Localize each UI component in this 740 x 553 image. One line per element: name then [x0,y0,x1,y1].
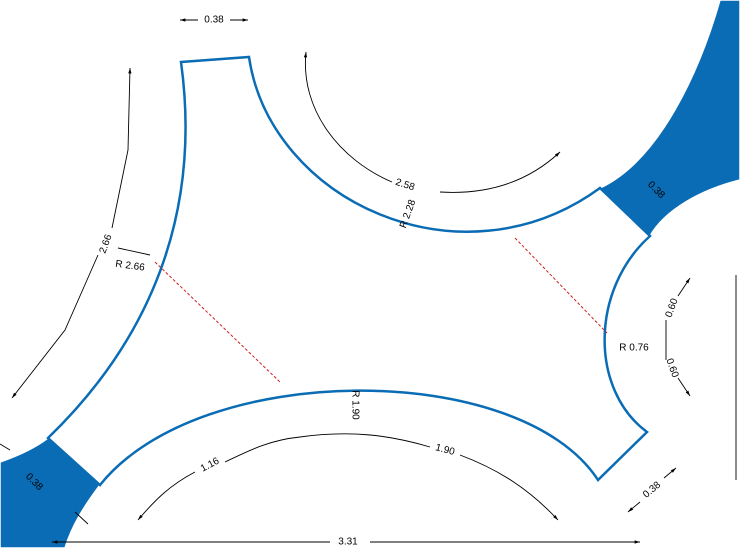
dimension-label: 2.66 [98,233,115,255]
part-outline [46,55,652,487]
radius-label: R 1.90 [349,390,360,420]
radius-label: R 2.66 [115,259,146,274]
radius-label: R 0.76 [619,343,649,354]
solid-region [0,437,102,549]
solid-region [598,0,740,238]
dimension-lines [0,18,737,544]
dimension-label: 2.58 [394,177,416,194]
dimension-label: 1.16 [199,455,222,474]
center-line [154,261,281,383]
dimension-label: 0.38 [641,479,663,500]
dimension-label: 1.90 [434,442,456,458]
dimension-label: 0.38 [204,15,224,26]
dimension-label: 3.31 [338,537,358,548]
dimension-label: 0.60 [664,297,681,319]
center-line [514,237,608,334]
dimension-label: 0.60 [663,357,680,379]
